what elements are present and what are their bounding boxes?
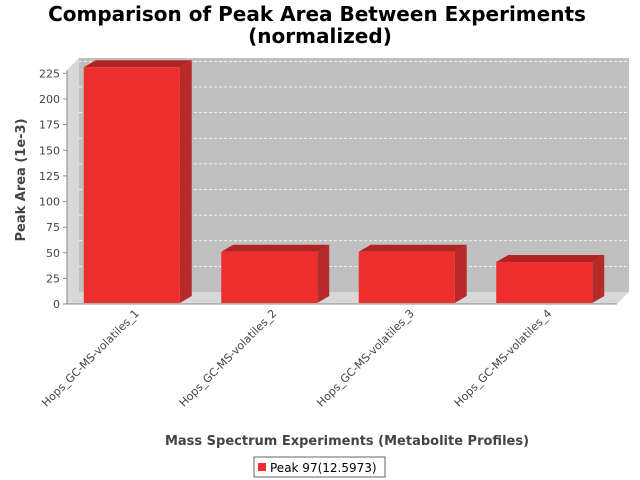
x-tick-label: Hops_GC-MS-volatiles_4 <box>452 307 555 410</box>
bar-side <box>454 244 467 303</box>
bar <box>83 67 180 303</box>
floor <box>67 292 629 304</box>
legend: Peak 97(12.5973) <box>253 456 386 478</box>
bar-side <box>179 60 192 303</box>
left-wall <box>67 58 79 304</box>
bar <box>358 251 455 303</box>
bar <box>496 262 593 303</box>
y-tick-label: 50 <box>46 247 60 260</box>
y-tick-label: 75 <box>46 221 60 234</box>
y-axis-label: Peak Area (1e-3) <box>14 118 29 241</box>
y-tick-label: 150 <box>39 144 60 157</box>
bar-top <box>496 255 605 263</box>
legend-box <box>253 456 386 478</box>
legend-entry-label: Peak 97(12.5973) <box>270 461 377 475</box>
y-tick-label: 0 <box>53 298 60 311</box>
y-tick-label: 125 <box>39 170 60 183</box>
y-tick-label: 175 <box>39 119 60 132</box>
y-tick-label: 25 <box>46 272 60 285</box>
plot-area: 0 25 50 75 100 125 150 175 200 225 Hops_GC-MS-vola… <box>39 58 629 409</box>
bar-top <box>221 244 330 252</box>
x-tick-label: Hops_GC-MS-volatiles_2 <box>177 307 280 410</box>
y-tick-label: 225 <box>39 67 60 80</box>
x-tick-label: Hops_GC-MS-volatiles_3 <box>314 307 417 410</box>
chart-subtitle: (normalized) <box>248 24 392 48</box>
x-axis-label: Mass Spectrum Experiments (Metabolite Pr… <box>165 434 529 449</box>
bar-top <box>358 244 467 252</box>
bar-side <box>317 244 330 303</box>
chart-title: Comparison of Peak Area Between Experime… <box>48 2 586 26</box>
y-tick-label: 100 <box>39 196 60 209</box>
legend-swatch <box>258 463 266 471</box>
bar-side <box>592 255 605 303</box>
bar <box>221 251 318 303</box>
bar-top <box>83 60 192 68</box>
x-tick-label: Hops_GC-MS-volatiles_1 <box>39 307 142 410</box>
y-tick-label: 200 <box>39 93 60 106</box>
